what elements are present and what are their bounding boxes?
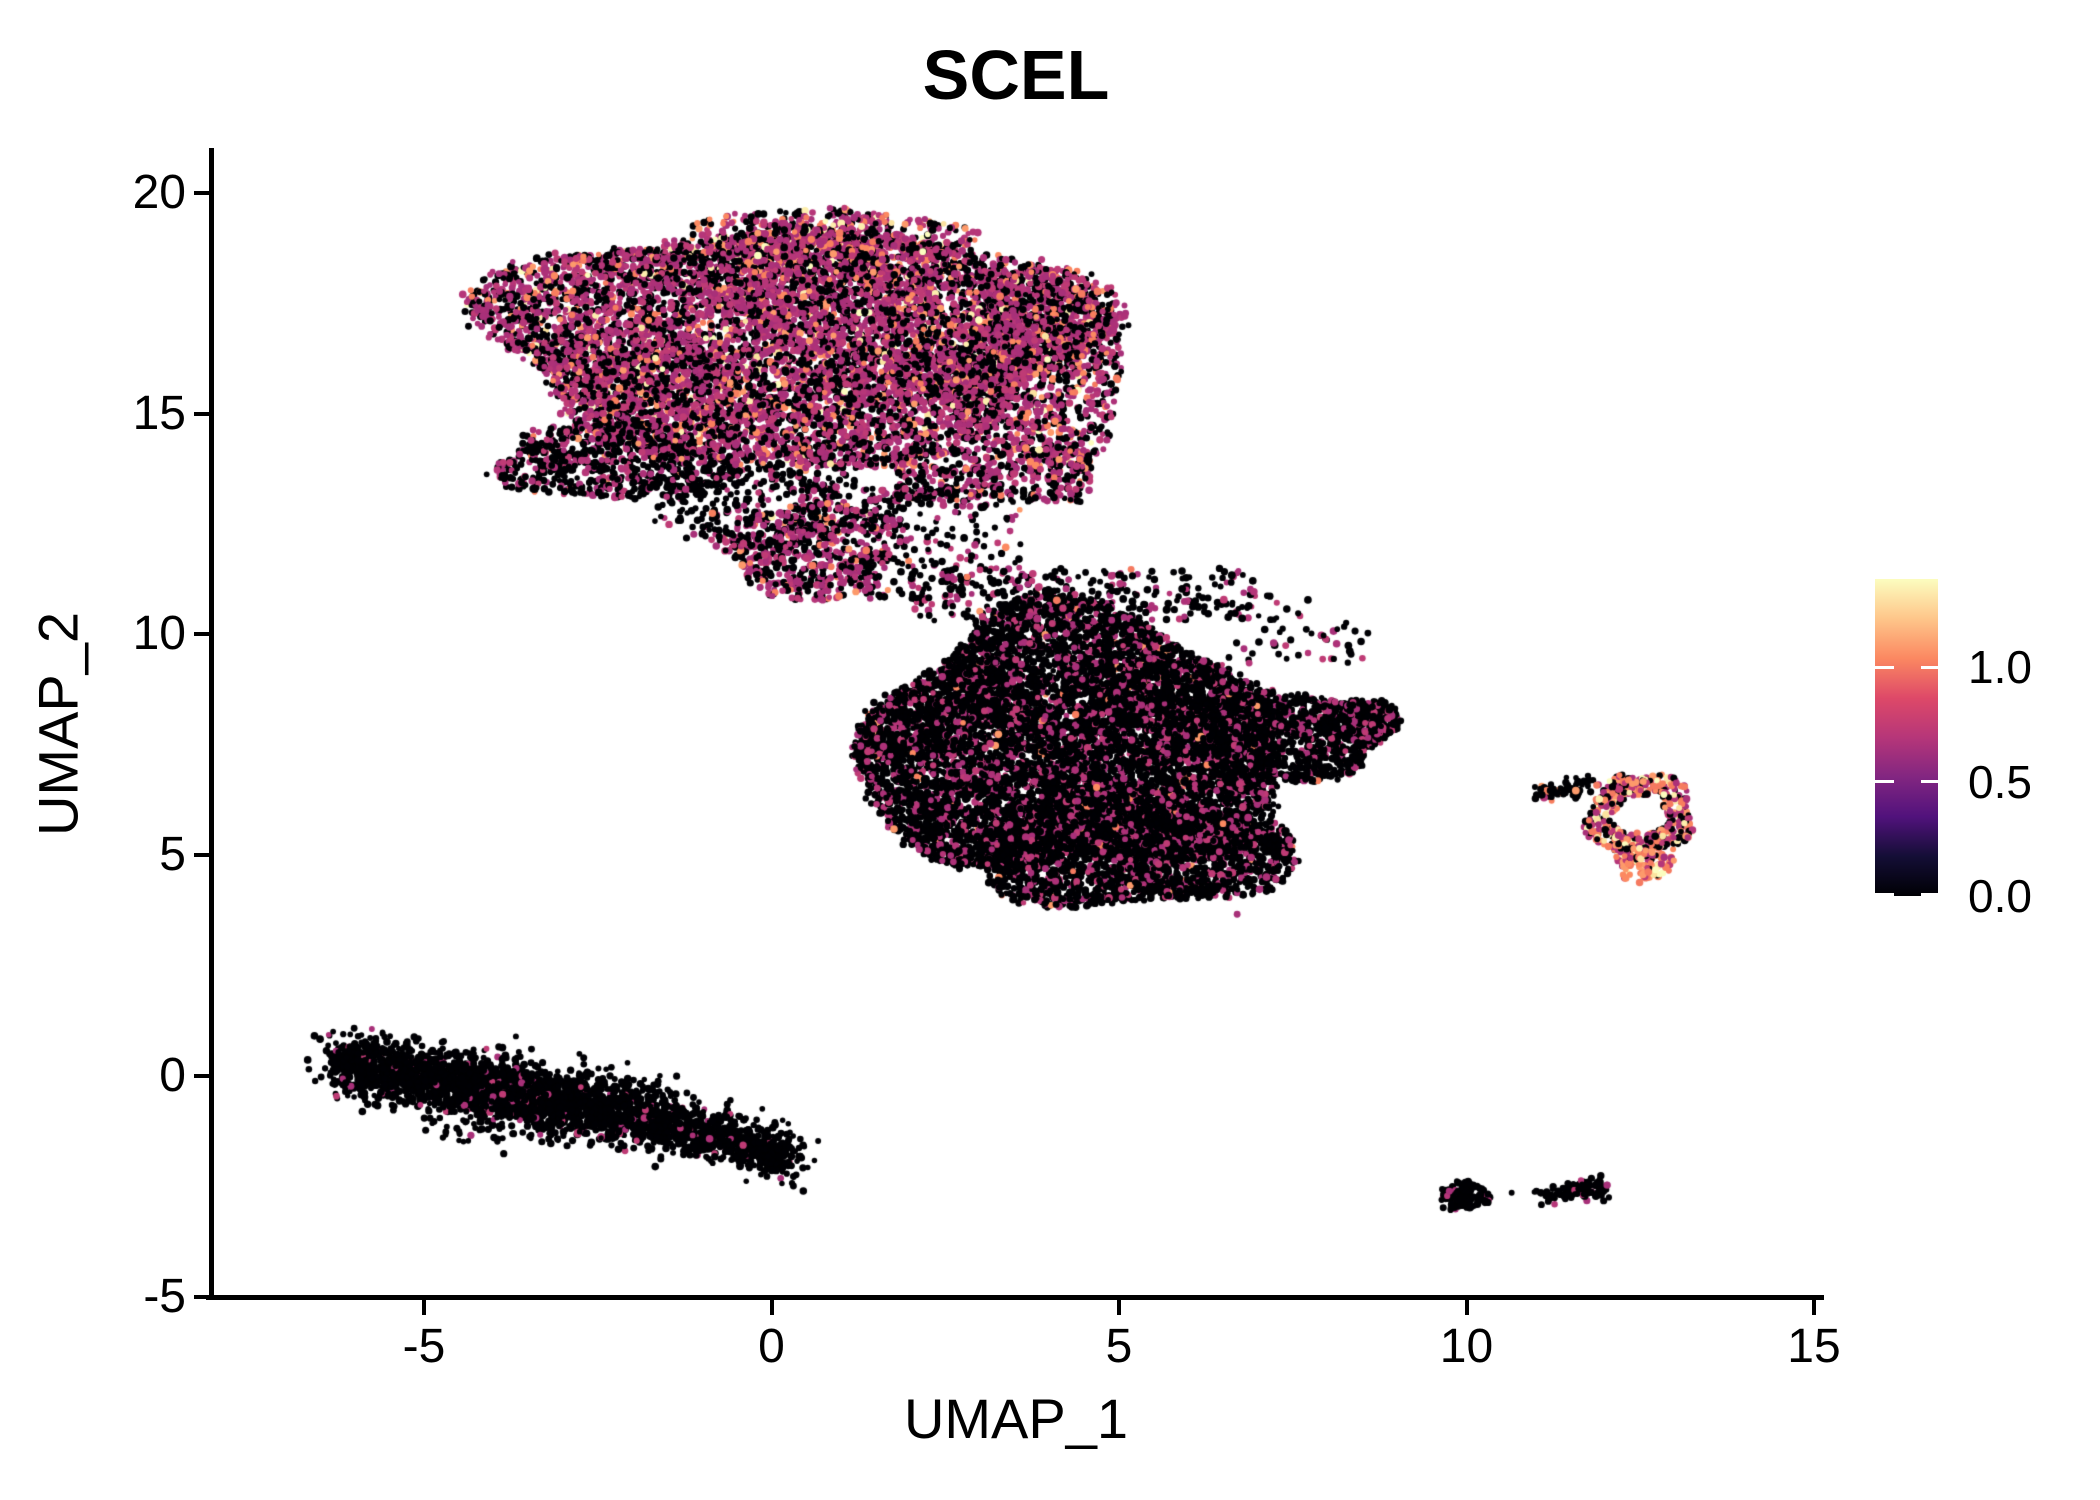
colorbar-tick-mark [1921,665,1938,669]
y-tick-label: 5 [159,828,186,882]
y-tick-mark [194,853,209,858]
colorbar [1875,579,1938,896]
plot-title: SCEL [922,36,1110,114]
colorbar-tick-mark [1875,665,1894,669]
colorbar-tick-label: 1.0 [1968,641,2032,694]
y-axis-line [209,148,214,1300]
y-tick-mark [194,1294,209,1299]
colorbar-tick-mark [1875,780,1894,784]
x-tick-label: 15 [1787,1320,1841,1373]
x-tick-label: 10 [1439,1320,1494,1373]
y-tick-label: 10 [132,607,186,661]
colorbar-tick-mark [1921,780,1938,784]
x-axis-title: UMAP_1 [903,1387,1129,1450]
y-tick-mark [194,411,209,416]
y-tick-label: 15 [132,386,186,440]
colorbar-tick-mark [1875,893,1894,896]
colorbar-tick-label: 0.5 [1968,755,2032,808]
y-tick-label: -5 [143,1269,186,1323]
colorbar-tick-mark [1921,893,1938,896]
x-tick-mark [769,1300,774,1315]
colorbar-tick-label: 0.0 [1968,870,2032,922]
x-tick-mark [1117,1300,1121,1315]
x-tick-mark [1464,1300,1469,1315]
x-axis-line [206,1295,1824,1300]
y-tick-label: 0 [159,1048,186,1102]
x-tick-mark [422,1300,426,1315]
colorbar-gradient [1875,579,1938,896]
x-tick-label: 0 [758,1320,785,1373]
x-tick-mark [1812,1300,1816,1315]
x-tick-label: -5 [402,1320,446,1373]
y-tick-mark [194,191,209,195]
y-tick-label: 20 [132,166,186,219]
y-tick-mark [194,632,209,637]
y-axis-title: UMAP_2 [26,611,90,837]
x-tick-label: 5 [1105,1320,1133,1373]
y-tick-mark [194,1073,209,1078]
